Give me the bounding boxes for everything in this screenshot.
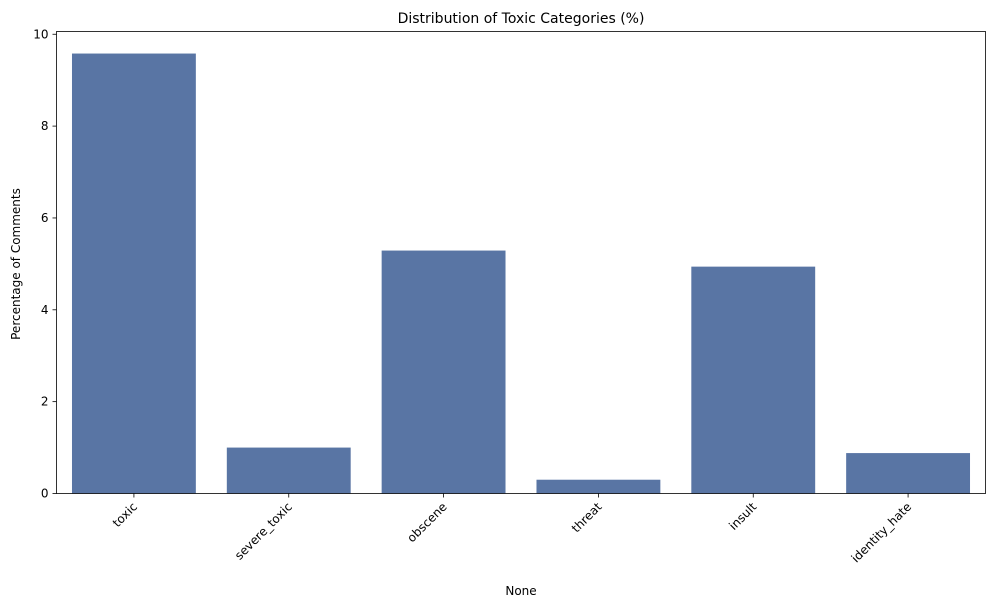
x-axis-label: None xyxy=(505,584,536,598)
y-tick-label: 6 xyxy=(41,211,49,225)
chart-title: Distribution of Toxic Categories (%) xyxy=(398,11,645,27)
x-tick-label: obscene xyxy=(404,500,449,545)
x-tick-label: insult xyxy=(726,500,759,533)
x-tick-label: threat xyxy=(569,500,605,536)
bar-severe-toxic xyxy=(226,447,351,494)
x-tick-label: severe_toxic xyxy=(232,500,295,563)
y-axis-label: Percentage of Comments xyxy=(9,188,23,340)
bar-threat xyxy=(536,479,661,494)
y-tick-label: 8 xyxy=(41,119,49,133)
bar-identity-hate xyxy=(846,453,971,494)
y-tick-label: 0 xyxy=(41,487,49,501)
plot-frame xyxy=(56,31,986,494)
bar-toxic xyxy=(71,53,196,494)
plot-area: toxic severe_toxic obscene threat insult iden… xyxy=(33,27,971,566)
y-tick-label: 4 xyxy=(41,303,49,317)
x-tick-label: toxic xyxy=(110,500,140,530)
bar-obscene xyxy=(381,250,506,494)
x-tick-label: identity_hate xyxy=(849,500,915,566)
bar-insult xyxy=(691,266,816,494)
y-tick-label: 2 xyxy=(41,395,49,409)
y-tick-label: 10 xyxy=(33,27,48,41)
